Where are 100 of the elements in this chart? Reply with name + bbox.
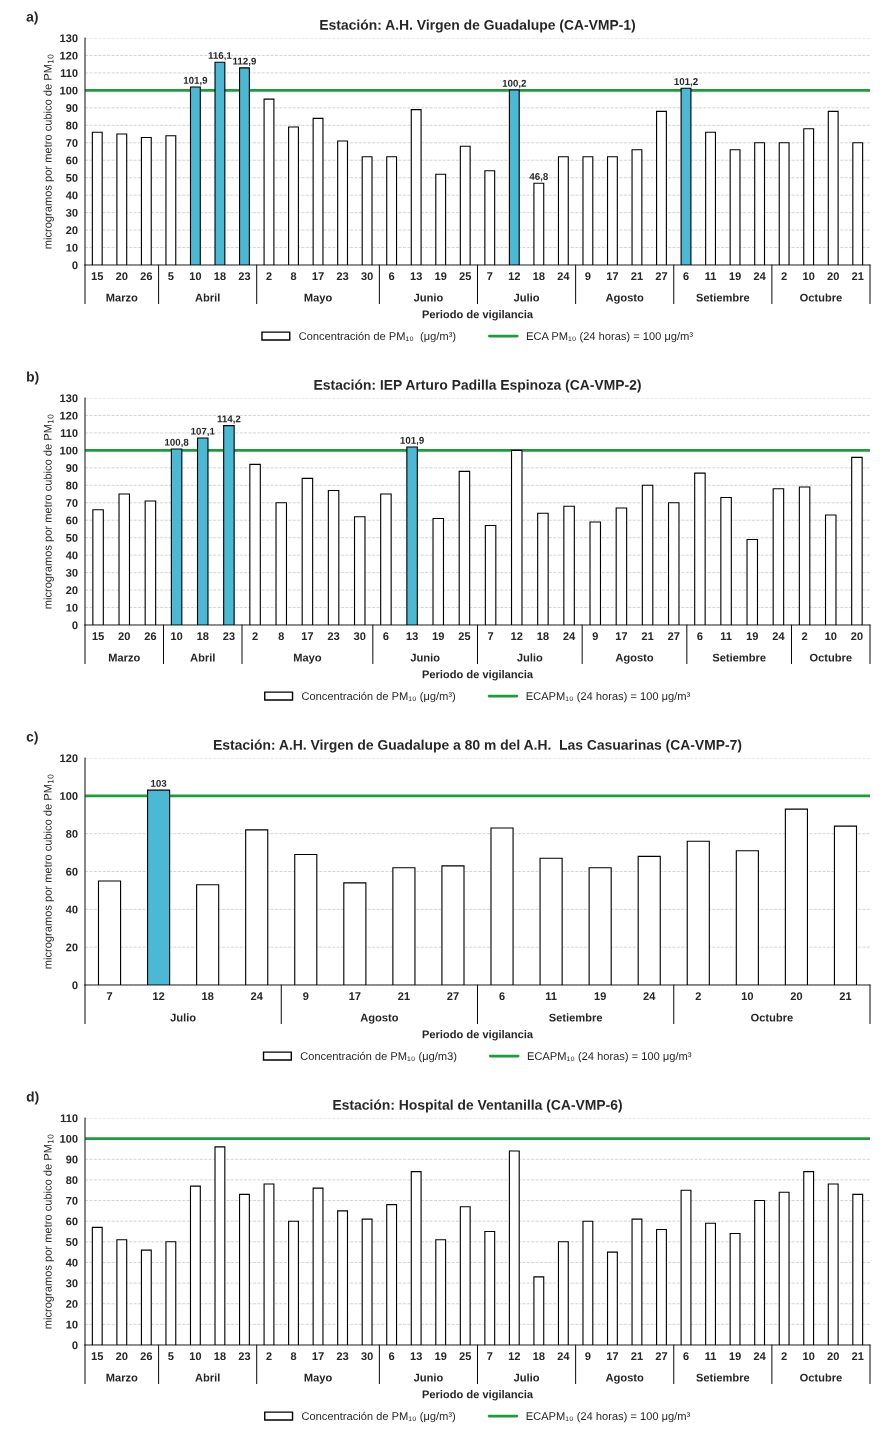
data-label: 46,8 xyxy=(529,173,548,182)
x-tick-label: 8 xyxy=(290,272,297,281)
bar xyxy=(852,1193,864,1345)
x-tick-label: 20 xyxy=(851,632,863,641)
data-label: 116,1 xyxy=(208,52,232,61)
data-label: 100,8 xyxy=(165,438,189,448)
bar xyxy=(118,493,131,625)
x-tick-label: 10 xyxy=(741,992,754,1001)
y-tick-label: 10 xyxy=(66,603,78,612)
bar xyxy=(563,505,575,625)
x-tick-label: 9 xyxy=(592,632,598,641)
text: Mayo xyxy=(293,653,322,664)
x-axis-title: Periodo de vigilancia xyxy=(422,670,534,681)
bar xyxy=(392,867,416,985)
bar xyxy=(686,840,710,985)
bar xyxy=(435,173,447,265)
y-tick-label: 60 xyxy=(66,1217,78,1226)
x-tick-label: 17 xyxy=(312,1352,324,1360)
text: Marzo xyxy=(106,293,138,302)
bar xyxy=(772,488,785,625)
y-tick-label: 80 xyxy=(66,121,78,130)
x-tick-label: 10 xyxy=(803,272,815,281)
x-tick-label: 23 xyxy=(327,632,340,641)
bar xyxy=(189,1185,201,1345)
bar xyxy=(140,136,152,265)
bar xyxy=(729,149,741,265)
bar xyxy=(735,850,759,985)
y-tick-label: 100 xyxy=(60,1134,78,1143)
bar xyxy=(386,1204,398,1345)
chart-title: Estación: Hospital de Ventanilla (CA-VMP-6) xyxy=(333,1099,622,1113)
y-tick-label: 30 xyxy=(65,1279,78,1288)
y-axis-title: microgramos por metro cubico de PM$_{10}$ xyxy=(43,54,54,249)
bar xyxy=(537,512,549,625)
x-tick-label: 9 xyxy=(585,1352,591,1361)
bar xyxy=(827,110,839,265)
x-tick-label: 13 xyxy=(410,1352,422,1361)
data-label: 107,1 xyxy=(191,427,215,437)
x-tick-label: 17 xyxy=(349,992,361,1000)
bar xyxy=(288,1220,299,1345)
legend-label: Concentración de PM₁₀ (μg/m³) xyxy=(301,691,456,703)
bar xyxy=(803,1171,815,1345)
text: b) xyxy=(27,371,39,385)
bar xyxy=(641,484,654,625)
x-tick-label: 23 xyxy=(238,272,251,281)
bar xyxy=(582,156,594,265)
bar xyxy=(214,1146,226,1345)
text: Octubre xyxy=(751,1013,793,1022)
x-tick-label: 21 xyxy=(398,992,410,1000)
data-label: 101,9 xyxy=(400,436,424,446)
x-tick-label: 30 xyxy=(361,1352,373,1361)
x-axis-title: Periodo de vigilancia xyxy=(422,310,534,321)
y-axis-title: microgramos por metro cubico de PM$_{10}$ xyxy=(43,414,54,609)
bar xyxy=(508,89,520,265)
y-tick-label: 50 xyxy=(66,1238,78,1246)
bar xyxy=(851,456,863,625)
bar xyxy=(406,446,418,625)
y-tick-label: 20 xyxy=(66,226,78,235)
x-tick-label: 9 xyxy=(585,272,591,281)
x-tick-label: 8 xyxy=(290,1352,297,1361)
y-tick-label: 90 xyxy=(66,1155,78,1164)
bar xyxy=(656,110,667,265)
y-tick-label: 30 xyxy=(65,208,78,217)
bar xyxy=(170,448,183,625)
x-tick-label: 2 xyxy=(781,272,787,280)
x-tick-label: 24 xyxy=(772,632,785,640)
x-tick-label: 19 xyxy=(729,1352,741,1361)
x-tick-label: 11 xyxy=(720,632,732,640)
text: Marzo xyxy=(106,1373,138,1382)
x-tick-label: 27 xyxy=(655,1352,668,1360)
x-tick-label: 9 xyxy=(303,992,309,1001)
y-tick-label: 100 xyxy=(60,86,78,95)
x-tick-label: 6 xyxy=(697,632,703,641)
x-tick-label: 10 xyxy=(803,1352,815,1361)
x-tick-label: 25 xyxy=(459,272,472,281)
y-tick-label: 60 xyxy=(66,867,78,876)
y-tick-label: 120 xyxy=(60,51,78,60)
bar xyxy=(680,1189,692,1345)
x-tick-label: 12 xyxy=(153,992,165,1000)
x-tick-label: 25 xyxy=(458,632,471,641)
x-tick-label: 27 xyxy=(655,272,668,280)
bar xyxy=(380,493,392,625)
bar xyxy=(484,1230,496,1345)
x-tick-label: 23 xyxy=(238,1352,251,1361)
bar xyxy=(361,1218,373,1345)
bar xyxy=(263,1183,275,1345)
bar xyxy=(223,425,235,625)
y-tick-label: 80 xyxy=(66,829,78,838)
x-tick-label: 25 xyxy=(459,1352,472,1361)
text: Julio xyxy=(517,653,543,662)
x-tick-label: 6 xyxy=(499,992,505,1001)
bar xyxy=(533,1276,545,1345)
bar xyxy=(746,538,759,625)
bar xyxy=(784,808,809,985)
x-tick-label: 2 xyxy=(252,632,258,640)
bar xyxy=(97,880,122,985)
y-tick-label: 0 xyxy=(72,981,78,990)
text: Agosto xyxy=(360,1013,399,1024)
bar xyxy=(361,156,373,265)
text: Setiembre xyxy=(712,653,766,662)
x-tick-label: 13 xyxy=(406,632,418,641)
